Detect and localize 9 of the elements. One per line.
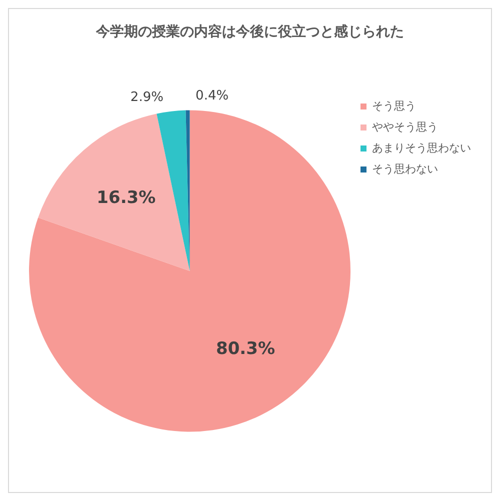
data-label: 80.3% [216, 339, 275, 360]
legend-label: あまりそう思わない [372, 141, 471, 154]
chart-title: 今学期の授業の内容は今後に役立つと感じられた [95, 22, 405, 42]
data-label: 16.3% [96, 188, 156, 208]
legend-label: そう思わない [372, 162, 438, 176]
legend-label: ややそう思う [372, 120, 438, 134]
legend-label: そう思う [372, 99, 416, 112]
data-label: 2.9% [130, 90, 164, 105]
data-label: 0.4% [196, 88, 229, 104]
